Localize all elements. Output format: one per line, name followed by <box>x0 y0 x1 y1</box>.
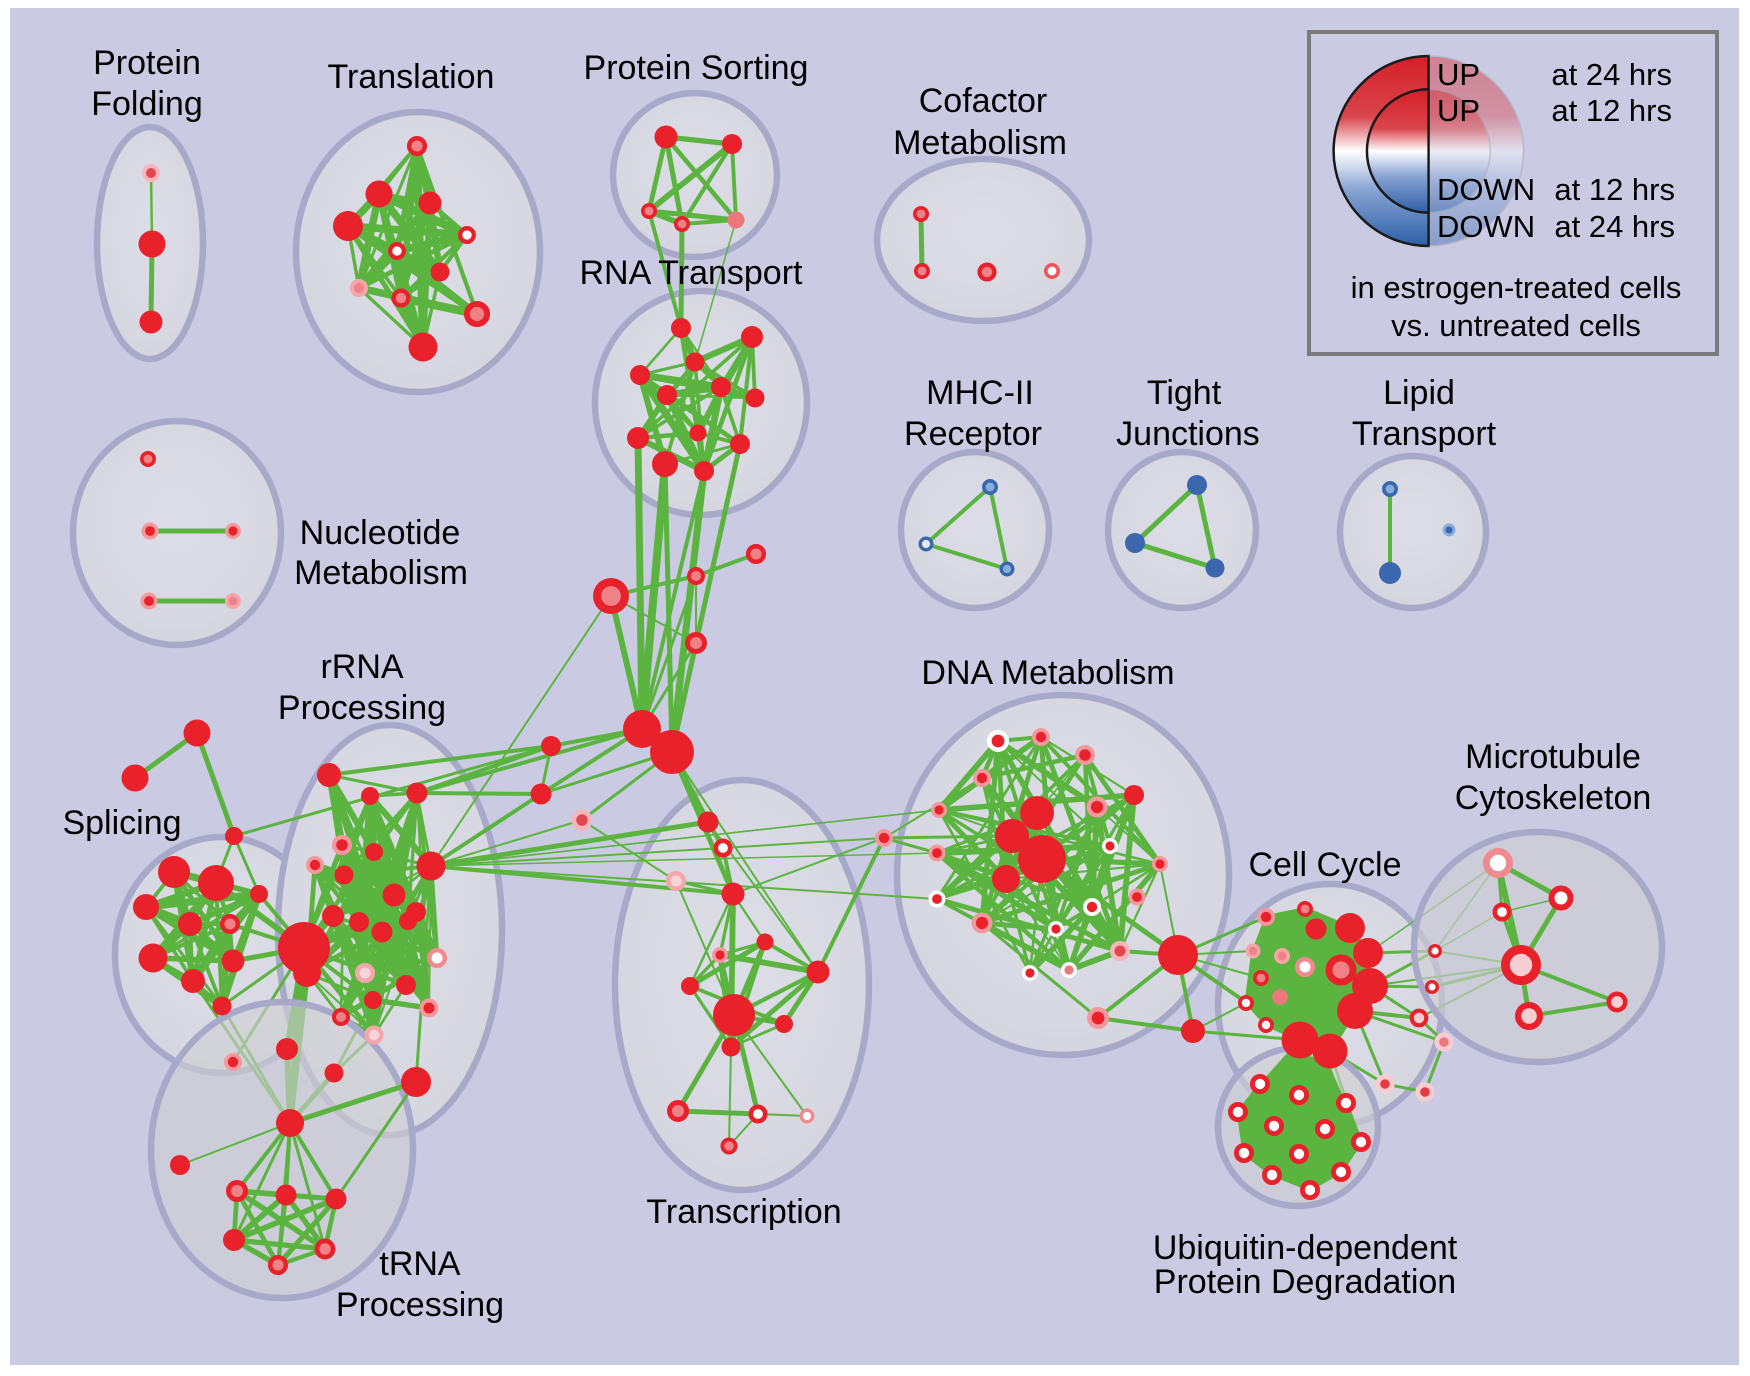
svg-text:Cofactor: Cofactor <box>919 82 1048 120</box>
svg-text:Microtubule: Microtubule <box>1465 738 1641 776</box>
svg-text:Translation: Translation <box>328 58 495 96</box>
svg-text:Transcription: Transcription <box>646 1193 841 1231</box>
svg-text:UP: UP <box>1437 93 1480 128</box>
svg-text:MHC-II: MHC-II <box>926 374 1034 412</box>
svg-text:RNA Transport: RNA Transport <box>580 254 804 292</box>
svg-text:Protein Degradation: Protein Degradation <box>1154 1263 1456 1301</box>
svg-text:vs. untreated cells: vs. untreated cells <box>1391 308 1641 343</box>
svg-text:Protein Sorting: Protein Sorting <box>584 49 809 87</box>
svg-text:Transport: Transport <box>1352 415 1497 453</box>
svg-text:Cell Cycle: Cell Cycle <box>1248 846 1401 884</box>
svg-text:Protein: Protein <box>93 44 201 82</box>
svg-text:at 12 hrs: at 12 hrs <box>1554 172 1675 207</box>
svg-text:DOWN: DOWN <box>1437 209 1535 244</box>
svg-text:DNA Metabolism: DNA Metabolism <box>921 654 1174 692</box>
svg-text:Folding: Folding <box>91 85 203 123</box>
svg-text:Nucleotide: Nucleotide <box>300 514 461 552</box>
svg-text:Ubiquitin-dependent: Ubiquitin-dependent <box>1153 1229 1458 1267</box>
svg-text:Metabolism: Metabolism <box>294 554 468 592</box>
svg-text:Processing: Processing <box>336 1286 504 1324</box>
svg-text:in estrogen-treated cells: in estrogen-treated cells <box>1351 270 1682 305</box>
svg-text:DOWN: DOWN <box>1437 172 1535 207</box>
svg-text:Metabolism: Metabolism <box>893 124 1067 162</box>
svg-text:Lipid: Lipid <box>1383 374 1455 412</box>
svg-text:at 24 hrs: at 24 hrs <box>1554 209 1675 244</box>
svg-text:Cytoskeleton: Cytoskeleton <box>1455 779 1652 817</box>
svg-text:Splicing: Splicing <box>62 804 181 842</box>
svg-text:Junctions: Junctions <box>1116 415 1260 453</box>
svg-text:Processing: Processing <box>278 689 446 727</box>
svg-text:at 12 hrs: at 12 hrs <box>1551 93 1672 128</box>
svg-text:Tight: Tight <box>1147 374 1222 412</box>
svg-text:tRNA: tRNA <box>379 1245 461 1283</box>
svg-text:rRNA: rRNA <box>320 648 403 686</box>
svg-text:Receptor: Receptor <box>904 415 1042 453</box>
svg-text:UP: UP <box>1437 57 1480 92</box>
svg-text:at 24 hrs: at 24 hrs <box>1551 57 1672 92</box>
